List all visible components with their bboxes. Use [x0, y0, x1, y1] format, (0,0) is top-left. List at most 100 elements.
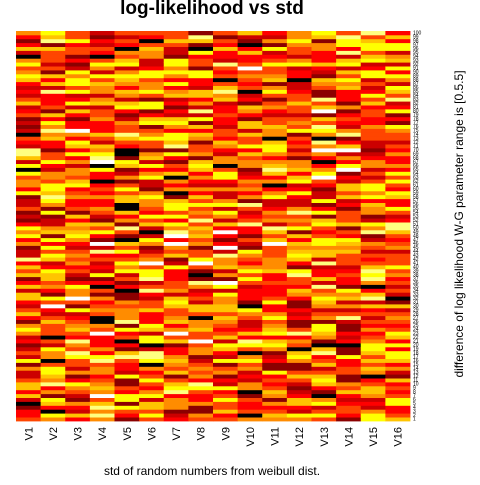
heatmap-cell — [163, 253, 189, 258]
heatmap-cell — [360, 229, 386, 235]
heatmap-cell — [188, 229, 214, 235]
heatmap-cell — [40, 167, 66, 172]
heatmap-cell — [188, 116, 214, 122]
heatmap-cell — [262, 81, 288, 86]
row-label: 37 — [413, 276, 419, 282]
heatmap-cell — [311, 370, 337, 375]
heatmap-cell — [188, 307, 214, 313]
row-label: 92 — [413, 62, 419, 68]
heatmap-cell — [139, 343, 165, 348]
heatmap-cell — [114, 167, 140, 172]
heatmap-cell — [40, 54, 66, 59]
heatmap-cell — [336, 405, 362, 410]
heatmap-cell — [40, 304, 66, 309]
heatmap-cell — [286, 116, 312, 122]
heatmap-cell — [213, 307, 239, 313]
heatmap-cell — [385, 144, 411, 149]
heatmap-cell — [65, 253, 91, 258]
heatmap-cell — [188, 50, 214, 55]
heatmap-cell — [16, 374, 42, 379]
heatmap-cell — [139, 89, 165, 94]
heatmap-cell — [262, 288, 288, 293]
heatmap-cell — [213, 300, 239, 305]
heatmap-cell — [262, 206, 288, 211]
heatmap-cell — [40, 183, 66, 188]
heatmap-cell — [89, 58, 115, 63]
heatmap-cell — [360, 226, 386, 231]
heatmap-cell — [139, 218, 165, 223]
heatmap-cell — [40, 144, 66, 149]
heatmap-cell — [213, 163, 239, 168]
heatmap-cell — [237, 292, 263, 297]
heatmap-cell — [65, 31, 91, 36]
heatmap-cell — [139, 210, 165, 215]
heatmap-cell — [311, 97, 337, 102]
heatmap-cell — [360, 167, 386, 172]
heatmap-cell — [237, 31, 263, 36]
heatmap-cell — [139, 300, 165, 305]
heatmap-cell — [336, 140, 362, 145]
heatmap-cell — [311, 66, 337, 71]
heatmap-cell — [360, 93, 386, 98]
heatmap-cell — [360, 261, 386, 266]
row-label: 66 — [413, 163, 419, 169]
heatmap-cell — [336, 237, 362, 242]
heatmap-cell — [188, 89, 214, 94]
heatmap-cell — [213, 54, 239, 59]
heatmap-cell — [237, 304, 263, 309]
heatmap-cell — [360, 296, 386, 301]
heatmap-cell — [237, 319, 263, 324]
heatmap-cell — [163, 50, 189, 55]
heatmap-cell — [213, 226, 239, 231]
heatmap-cell — [139, 54, 165, 59]
heatmap-cell — [65, 226, 91, 231]
heatmap-cell — [163, 354, 189, 359]
heatmap-cell — [311, 159, 337, 164]
heatmap-cell — [286, 233, 312, 239]
heatmap-cell — [40, 194, 66, 200]
heatmap-cell — [163, 229, 189, 235]
heatmap-cell — [16, 300, 42, 305]
heatmap-cell — [139, 417, 165, 422]
heatmap-cell — [385, 183, 411, 188]
heatmap-cell — [139, 101, 165, 106]
heatmap-cell — [286, 304, 312, 309]
heatmap-cell — [360, 257, 386, 262]
heatmap-cell — [114, 265, 140, 270]
heatmap-cell — [163, 66, 189, 71]
heatmap-cell — [213, 202, 239, 207]
heatmap-cell — [139, 276, 165, 281]
heatmap-cell — [385, 210, 411, 215]
heatmap-cell — [360, 187, 386, 192]
heatmap-cell — [262, 385, 288, 391]
heatmap-cell — [360, 393, 386, 398]
heatmap-cell — [311, 89, 337, 94]
heatmap-cell — [286, 163, 312, 168]
heatmap-cell — [213, 268, 239, 274]
heatmap-cell — [360, 136, 386, 141]
heatmap-cell — [40, 81, 66, 86]
heatmap-cell — [360, 116, 386, 122]
heatmap-cell — [262, 397, 288, 402]
heatmap-cell — [139, 249, 165, 254]
heatmap-cell — [65, 97, 91, 102]
heatmap-cell — [286, 105, 312, 110]
heatmap-cell — [336, 331, 362, 336]
heatmap-cell — [262, 109, 288, 114]
heatmap-cell — [237, 331, 263, 336]
heatmap-cell — [188, 101, 214, 106]
heatmap-cell — [336, 105, 362, 110]
heatmap-cell — [237, 187, 263, 192]
heatmap-cell — [311, 265, 337, 270]
heatmap-cell — [336, 366, 362, 371]
heatmap-cell — [188, 151, 214, 157]
heatmap-cell — [139, 206, 165, 211]
heatmap-cell — [213, 124, 239, 129]
heatmap-cell — [360, 190, 386, 196]
heatmap-cell — [286, 101, 312, 106]
column-label: V3 — [73, 427, 85, 440]
heatmap-cell — [163, 385, 189, 391]
heatmap-cell — [286, 132, 312, 137]
heatmap-cell — [262, 346, 288, 352]
heatmap-cell — [40, 85, 66, 90]
